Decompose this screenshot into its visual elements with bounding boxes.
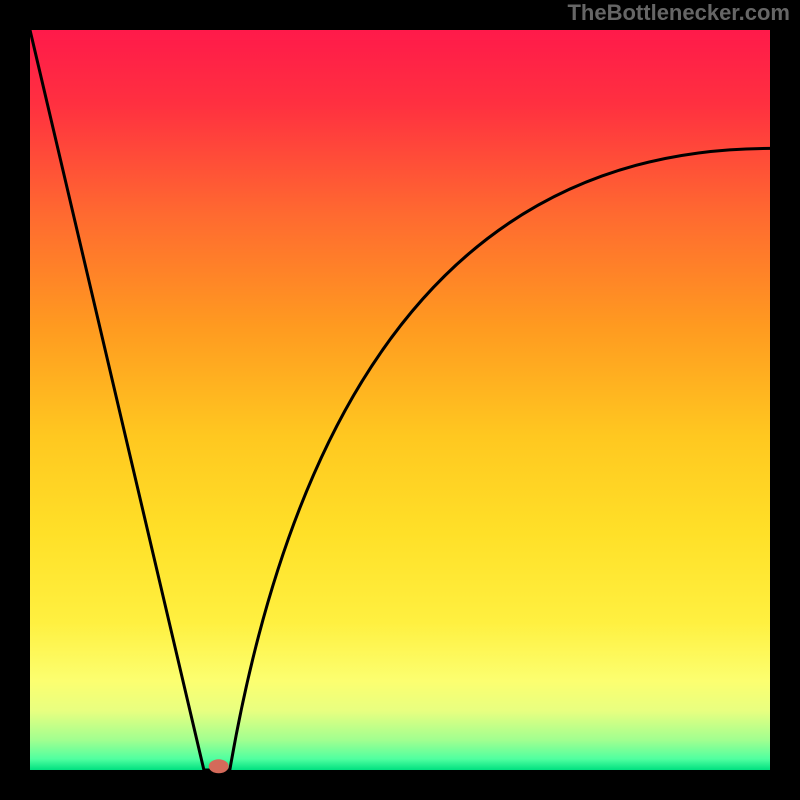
watermark-text: TheBottlenecker.com (567, 0, 790, 26)
chart-background (30, 30, 770, 770)
chart-container: TheBottlenecker.com (0, 0, 800, 800)
bottleneck-chart (0, 0, 800, 800)
optimum-marker (209, 759, 229, 773)
